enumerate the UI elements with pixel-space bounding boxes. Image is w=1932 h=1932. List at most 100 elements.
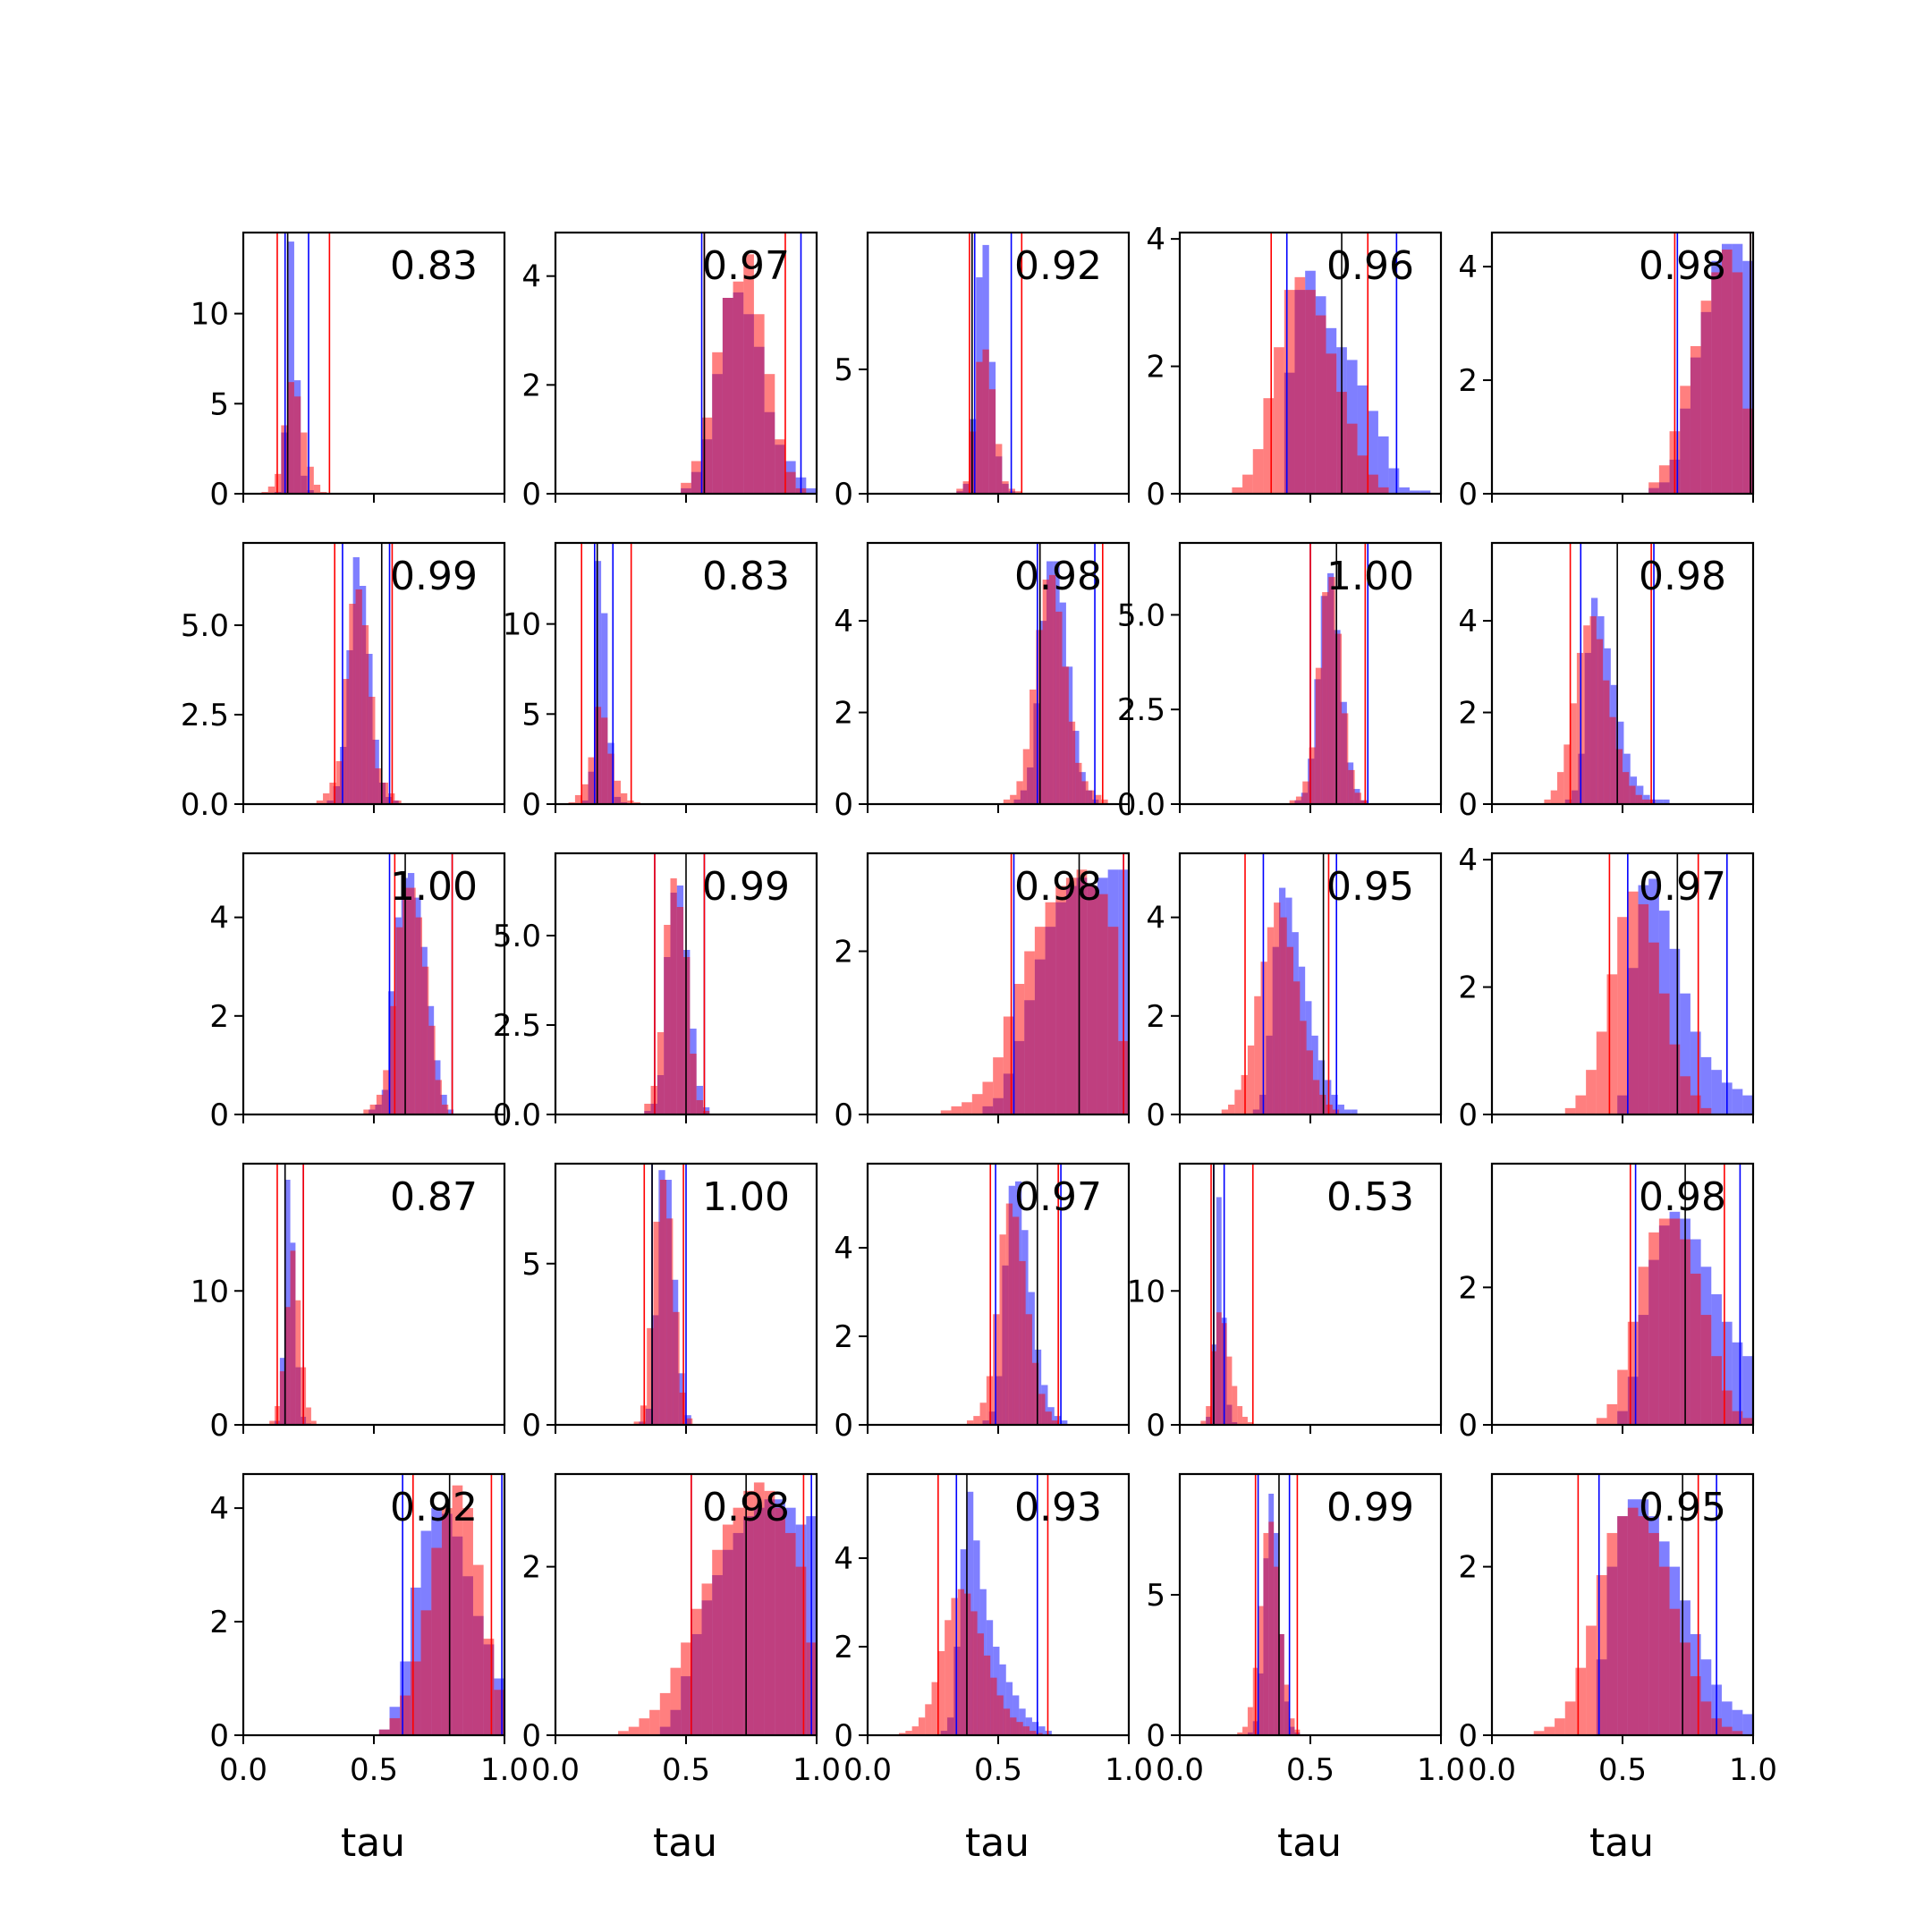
blue-bar (1700, 1056, 1712, 1114)
panel-r3-c3: 020.98 (834, 852, 1131, 1133)
blue-bar (1216, 1197, 1222, 1425)
y-tick-label: 2 (1146, 350, 1165, 386)
red-bar (1062, 666, 1069, 804)
panel-r4-c1: 0 10 0.87 (191, 1162, 506, 1444)
red-bar (1711, 272, 1722, 494)
red-bar (1289, 1718, 1295, 1735)
panel-r1-c5: 0 2 4 0.98 (1458, 231, 1755, 513)
x-tick-label: 1.0 (1417, 1752, 1465, 1788)
red-bar (1228, 1104, 1235, 1114)
red-bar (1030, 1731, 1037, 1735)
panel-value-label: 1.00 (702, 1174, 790, 1220)
y-tick-label: 2 (834, 1319, 853, 1355)
panel-value-label: 1.00 (390, 864, 478, 910)
red-bar (937, 1650, 945, 1735)
red-bar (310, 1420, 317, 1425)
red-bar (1315, 667, 1323, 804)
red-bar (1606, 1403, 1618, 1425)
panel-r1-c3: 050.92 (834, 231, 1131, 513)
red-bar (1267, 927, 1275, 1114)
red-bar (369, 697, 376, 804)
red-bar (993, 1057, 1004, 1115)
blue-bar (1377, 436, 1389, 494)
blue-bar (1742, 1095, 1753, 1114)
y-tick-label: 2 (1458, 696, 1478, 732)
red-bar (1563, 744, 1571, 804)
red-bar (691, 461, 702, 494)
red-bar (1583, 625, 1590, 804)
panel-r4-c4: 0 10 0.53 (1127, 1162, 1443, 1444)
red-bar (1544, 799, 1551, 804)
red-bar (1312, 1080, 1320, 1114)
red-bar (899, 1733, 906, 1735)
red-bar (1658, 1218, 1670, 1425)
red-bar (1088, 790, 1096, 804)
red-bar (1711, 1356, 1722, 1425)
red-bar (1107, 927, 1119, 1115)
blue-bar (1331, 1094, 1338, 1114)
y-tick-label: 2 (1458, 970, 1478, 1006)
red-bar (1669, 1218, 1681, 1425)
x-tick-label: 0.0 (1468, 1752, 1516, 1788)
panel-r4-c3: 0 2 4 0.97 (834, 1162, 1131, 1444)
y-tick-label: 5.0 (493, 919, 541, 954)
blue-bar (1690, 1031, 1701, 1114)
y-tick-label: 5 (521, 697, 541, 733)
y-tick-label: 5 (521, 1247, 541, 1283)
red-bar (670, 878, 677, 1114)
y-tick-label: 2 (1146, 999, 1165, 1035)
red-bar (1022, 749, 1030, 804)
red-bar (649, 1709, 660, 1735)
red-bar (722, 298, 733, 494)
y-tick-label: 0 (1458, 477, 1478, 513)
y-tick-label: 2.5 (493, 1008, 541, 1044)
red-bar (1010, 794, 1017, 804)
red-bar (435, 1080, 442, 1114)
panel-r1-c4: 0 2 4 0.96 (1146, 222, 1443, 513)
red-bar (1055, 886, 1066, 1114)
red-bar (1038, 1394, 1046, 1425)
red-bar (441, 1104, 449, 1114)
y-tick-label: 0 (834, 1097, 853, 1133)
y-tick-label: 0 (834, 477, 853, 513)
red-bar (1300, 1021, 1307, 1114)
red-bar (996, 1695, 1004, 1735)
red-bar (979, 1402, 987, 1425)
red-bar (1274, 1566, 1279, 1735)
panel-r1-c2: 0 2 4 0.97 (521, 231, 818, 513)
blue-bar (1337, 1104, 1344, 1114)
panel-value-label: 0.98 (1639, 243, 1726, 289)
red-bar (686, 1418, 693, 1425)
red-bar (911, 1726, 919, 1735)
red-bar (1036, 1733, 1043, 1735)
red-bar (400, 1695, 411, 1735)
red-bar (483, 1639, 495, 1735)
blue-bar (1742, 260, 1753, 494)
red-bar (287, 382, 294, 494)
x-tick-label: 1.0 (1729, 1752, 1777, 1788)
red-bar (381, 783, 389, 804)
red-bar (1068, 721, 1076, 804)
blue-bar (601, 613, 608, 804)
red-bar (1081, 781, 1089, 804)
red-bar (1342, 713, 1349, 804)
y-tick-label: 0 (1146, 1408, 1165, 1444)
red-bar (422, 966, 429, 1114)
red-bar (1328, 577, 1335, 804)
red-bar (614, 780, 621, 804)
red-bar (764, 374, 775, 494)
red-bar (1013, 984, 1025, 1114)
red-bar (389, 1717, 401, 1735)
red-bar (1003, 799, 1011, 804)
red-bar (306, 1407, 311, 1425)
red-bar (1368, 474, 1378, 494)
red-bar (1200, 1420, 1207, 1425)
red-bar (1617, 1369, 1628, 1425)
red-bar (940, 1110, 952, 1114)
red-bar (925, 1704, 932, 1735)
panel-value-label: 0.97 (702, 243, 790, 289)
red-bar (628, 1726, 640, 1735)
red-bar (494, 1690, 504, 1735)
blue-bar (1742, 1356, 1753, 1425)
red-bar (375, 768, 382, 804)
